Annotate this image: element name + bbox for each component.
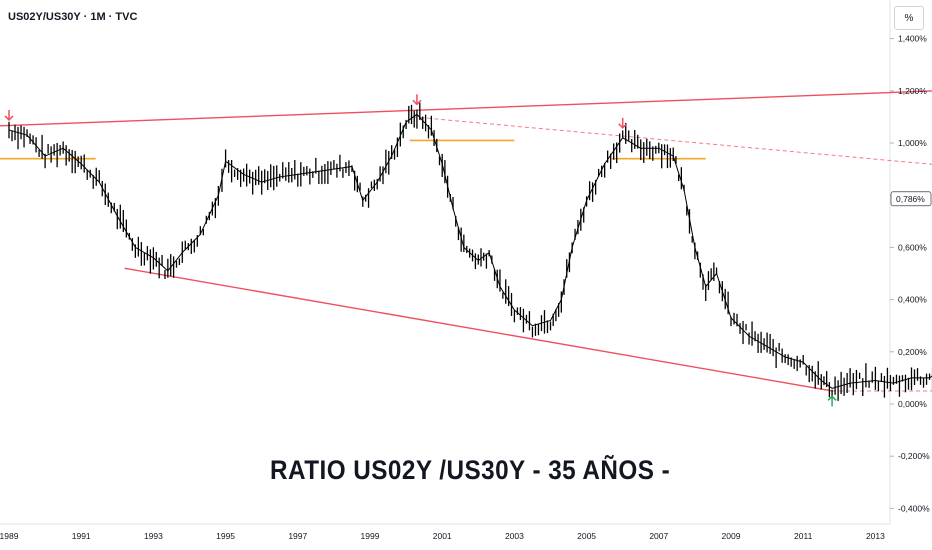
symbol-title[interactable]: US02Y/US30Y · 1M · TVC — [8, 11, 138, 23]
price-line — [8, 113, 932, 389]
y-tick-label: 1,200% — [898, 86, 927, 96]
trendline-support-solid — [124, 267, 833, 392]
x-tick-label: 2013 — [866, 531, 885, 541]
trendline-resistance-dashed — [413, 116, 932, 165]
x-tick-label: 2007 — [649, 531, 668, 541]
last-price-label: 0,786% — [896, 194, 925, 204]
last-price-tag — [890, 191, 932, 207]
price-axis[interactable]: 1,400%1,200%1,000%0,800%0,600%0,400%0,20… — [890, 34, 932, 514]
x-tick-label: 2003 — [505, 531, 524, 541]
x-tick-label: 2001 — [433, 531, 452, 541]
y-tick-label: 1,000% — [898, 138, 927, 148]
trendline-resistance-solid — [0, 90, 932, 127]
y-tick-label: 1,400% — [898, 34, 927, 44]
x-tick-label: 1999 — [361, 531, 380, 541]
x-tick-label: 1989 — [0, 531, 19, 541]
unit-label: % — [904, 12, 914, 24]
time-axis[interactable]: 1989 1991 1993 1995 1997 1999 2001 2003 2005 2007… — [0, 531, 932, 541]
markers-layer — [4, 94, 837, 407]
unit-selector[interactable]: % — [894, 6, 924, 30]
price-series-layer — [8, 102, 932, 401]
y-tick-label: 0,600% — [898, 242, 927, 252]
trendlines-layer — [0, 90, 932, 392]
down-arrow-icon — [4, 115, 14, 122]
down-arrow-icon — [412, 99, 422, 106]
x-tick-label: 2009 — [722, 531, 741, 541]
x-tick-label: 1993 — [144, 531, 163, 541]
down-arrow-icon — [618, 123, 628, 129]
y-tick-label: 0,200% — [898, 347, 927, 357]
y-tick-label: -0,400% — [898, 503, 930, 513]
y-tick-label: -0,200% — [898, 451, 930, 461]
y-tick-label: 0,000% — [898, 399, 927, 409]
x-tick-label: 1997 — [288, 531, 307, 541]
x-tick-label: 1991 — [72, 531, 91, 541]
x-tick-label: 1995 — [216, 531, 235, 541]
x-tick-label: 2005 — [577, 531, 596, 541]
x-tick-label: 2011 — [794, 531, 813, 541]
chart-annotation-title: RATIO US02Y /US30Y - 35 AÑOS - — [270, 455, 671, 485]
up-arrow-icon — [827, 395, 837, 401]
y-tick-label: 0,400% — [898, 295, 927, 305]
